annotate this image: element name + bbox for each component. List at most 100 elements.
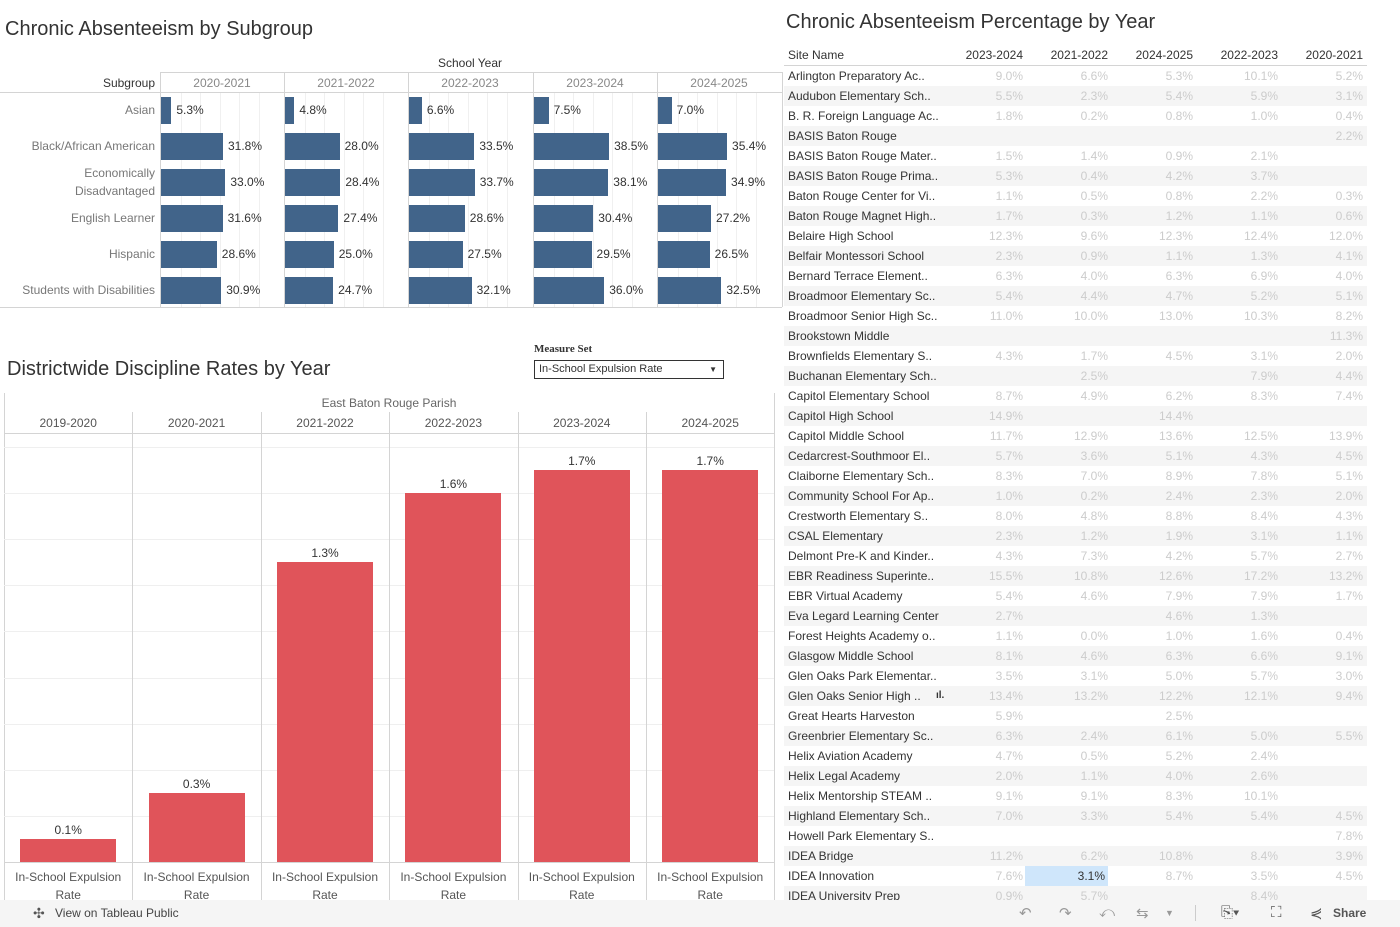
redo-icon[interactable]: ↷ xyxy=(1059,905,1072,922)
bar-value-label: 34.9% xyxy=(731,175,766,189)
value-cell: 13.2% xyxy=(1073,689,1108,703)
column-header[interactable]: 2020-2021 xyxy=(1305,48,1363,62)
table-row[interactable]: Eva Legard Learning Center 2.7% 4.6% 1.3% xyxy=(784,606,1367,626)
gridline xyxy=(631,93,633,307)
table-row[interactable]: Greenbrier Elementary Sc.. 6.3% 2.4% 6.1% 5.… xyxy=(784,726,1367,746)
column-divider xyxy=(646,412,647,900)
share-icon[interactable]: ⋞ xyxy=(1310,905,1323,922)
table-row[interactable]: Brownfields Elementary S.. 4.3% 1.7% 4.5% 3.… xyxy=(784,346,1367,366)
table-row[interactable]: Helix Legal Academy 2.0% 1.1% 4.0% 2.6% xyxy=(784,766,1367,786)
table-row[interactable]: Claiborne Elementary Sch.. 8.3% 7.0% 8.9% 7.… xyxy=(784,466,1367,486)
table-row[interactable]: Howell Park Elementary S.. 7.8% xyxy=(784,826,1367,846)
site-name: Audubon Elementary Sch.. xyxy=(788,89,931,103)
bar-chart-icon[interactable]: ıl. xyxy=(936,690,945,701)
table-row[interactable]: Broadmoor Senior High Sc.. 11.0% 10.0% 13.0… xyxy=(784,306,1367,326)
table-row[interactable]: Capitol Elementary School 8.7% 4.9% 6.2% 8.3… xyxy=(784,386,1367,406)
table-row[interactable]: Belaire High School 12.3% 9.6% 12.3% 12.4% 12… xyxy=(784,226,1367,246)
table-row[interactable]: Audubon Elementary Sch.. 5.5% 2.3% 5.4% 5.9%… xyxy=(784,86,1367,106)
column-header[interactable]: Site Name xyxy=(788,48,845,62)
column-header[interactable]: 2022-2023 xyxy=(1220,48,1278,62)
table-row[interactable]: EBR Virtual Academy 5.4% 4.6% 7.9% 7.9% 1.7% xyxy=(784,586,1367,606)
table-row[interactable]: B. R. Foreign Language Ac.. 1.8% 0.2% 0.8% 1… xyxy=(784,106,1367,126)
table-row[interactable]: Glen Oaks Senior High .. ıl. 13.4% 13.2% 12.… xyxy=(784,686,1367,706)
value-cell: 8.3% xyxy=(1250,389,1278,403)
table-row[interactable]: BASIS Baton Rouge Mater.. 1.5% 1.4% 0.9% 2.1… xyxy=(784,146,1367,166)
table-row[interactable]: IDEA Bridge 11.2% 6.2% 10.8% 8.4% 3.9% xyxy=(784,846,1367,866)
table-row[interactable]: Brookstown Middle 11.3% xyxy=(784,326,1367,346)
bar-value-label: 32.1% xyxy=(476,283,511,297)
revert-icon[interactable]: ⤺ xyxy=(1099,904,1116,921)
subgroup-label: Asian xyxy=(124,103,155,117)
table-row[interactable]: IDEA University Prep 0.9% 5.7% 8.4% xyxy=(784,886,1367,900)
bar-value-label: 28.4% xyxy=(345,175,380,189)
subgroup-bar xyxy=(534,241,592,268)
value-cell: 13.2% xyxy=(1328,569,1363,583)
value-cell: 11.2% xyxy=(989,849,1023,863)
value-cell: 1.0% xyxy=(995,489,1023,503)
subgroup-label: Economically Disadvantaged xyxy=(74,166,155,198)
subgroup-bar xyxy=(409,241,463,268)
site-name: Glasgow Middle School xyxy=(788,649,914,663)
year-header: 2019-2020 xyxy=(39,416,97,430)
table-row[interactable]: EBR Readiness Superinte.. 15.5% 10.8% 12.6%… xyxy=(784,566,1367,586)
gridline xyxy=(716,93,718,307)
table-row[interactable]: Glen Oaks Park Elementar.. 3.5% 3.1% 5.0% 5.… xyxy=(784,666,1367,686)
table-row[interactable]: Capitol Middle School 11.7% 12.9% 13.6% 12.5… xyxy=(784,426,1367,446)
value-cell: 12.1% xyxy=(1243,689,1278,703)
value-cell: 4.4% xyxy=(1080,289,1108,303)
bar-value-label: 26.5% xyxy=(714,247,749,261)
value-cell: 3.1% xyxy=(1025,866,1108,886)
column-header[interactable]: 2023-2024 xyxy=(965,48,1023,62)
value-cell: 1.5% xyxy=(995,149,1023,163)
table-row[interactable]: Belfair Montessori School 2.3% 0.9% 1.1% 1.3… xyxy=(784,246,1367,266)
table-row[interactable]: Buchanan Elementary Sch.. 2.5% 7.9% 4.4% xyxy=(784,366,1367,386)
table-row[interactable]: Helix Aviation Academy 4.7% 0.5% 5.2% 2.4% xyxy=(784,746,1367,766)
gridline xyxy=(258,93,260,307)
refresh-icon[interactable]: ⇆ xyxy=(1136,905,1149,922)
value-cell: 4.5% xyxy=(1335,809,1363,823)
table-row[interactable]: Capitol High School 14.9% 14.4% xyxy=(784,406,1367,426)
table-row[interactable]: Baton Rouge Magnet High.. 1.7% 0.3% 1.2% 1.1… xyxy=(784,206,1367,226)
table-row[interactable]: Crestworth Elementary S.. 8.0% 4.8% 8.8% 8.4… xyxy=(784,506,1367,526)
table-row[interactable]: Helix Mentorship STEAM .. 9.1% 9.1% 8.3% 10.… xyxy=(784,786,1367,806)
bar-value-label: 32.5% xyxy=(726,283,761,297)
value-cell: 7.0% xyxy=(1080,469,1108,483)
measure-set-dropdown[interactable]: In-School Expulsion Rate ▼ xyxy=(534,360,724,379)
undo-icon[interactable]: ↶ xyxy=(1019,905,1032,922)
table-row[interactable]: Forest Heights Academy o.. 1.1% 0.0% 1.0% 1.… xyxy=(784,626,1367,646)
table-row[interactable]: Community School For Ap.. 1.0% 0.2% 2.4% 2.3… xyxy=(784,486,1367,506)
table-row[interactable]: Broadmoor Elementary Sc.. 5.4% 4.4% 4.7% 5.2… xyxy=(784,286,1367,306)
year-header: 2023-2024 xyxy=(553,416,611,430)
table-row[interactable]: IDEA Innovation 7.6% 3.1% 8.7% 3.5% 4.5% xyxy=(784,866,1367,886)
bar-value-label: 31.8% xyxy=(228,139,263,153)
table-row[interactable]: Arlington Preparatory Ac.. 9.0% 6.6% 5.3% 10… xyxy=(784,66,1367,86)
bar-value-label: 27.4% xyxy=(343,211,378,225)
fullscreen-icon[interactable]: ⛶ xyxy=(1271,904,1282,921)
table-row[interactable]: CSAL Elementary 2.3% 1.2% 1.9% 3.1% 1.1% xyxy=(784,526,1367,546)
column-header[interactable]: 2021-2022 xyxy=(1050,48,1108,62)
table-row[interactable]: Delmont Pre-K and Kinder.. 4.3% 7.3% 4.2% 5.… xyxy=(784,546,1367,566)
value-cell: 12.5% xyxy=(1243,429,1278,443)
table-row[interactable]: Glasgow Middle School 8.1% 4.6% 6.3% 6.6% 9.1… xyxy=(784,646,1367,666)
table-title: Chronic Absenteeism Percentage by Year xyxy=(786,11,1156,33)
table-row[interactable]: BASIS Baton Rouge 2.2% xyxy=(784,126,1367,146)
table-row[interactable]: Baton Rouge Center for Vi.. 1.1% 0.5% 0.8% 2… xyxy=(784,186,1367,206)
gridline xyxy=(200,93,201,307)
view-on-tableau-public-link[interactable]: View on Tableau Public xyxy=(55,906,179,920)
value-cell: 4.0% xyxy=(1165,769,1193,783)
table-row[interactable]: Highland Elementary Sch.. 7.0% 3.3% 5.4% 5.4… xyxy=(784,806,1367,826)
year-header: 2020-2021 xyxy=(193,76,251,90)
share-button[interactable]: Share xyxy=(1333,906,1367,920)
table-row[interactable]: BASIS Baton Rouge Prima.. 5.3% 0.4% 4.2% 3.7… xyxy=(784,166,1367,186)
table-row[interactable]: Cedarcrest-Southmoor El.. 5.7% 3.6% 5.1% 4.3… xyxy=(784,446,1367,466)
table-row[interactable]: Great Hearts Harveston 5.9% 2.5% xyxy=(784,706,1367,726)
value-cell: 8.0% xyxy=(995,509,1023,523)
chevron-down-icon[interactable]: ▼ xyxy=(1165,908,1174,918)
value-cell: 12.9% xyxy=(1073,429,1108,443)
value-cell: 1.0% xyxy=(1250,109,1278,123)
download-icon[interactable]: ⎘▾ xyxy=(1221,904,1240,921)
value-cell: 6.3% xyxy=(1165,649,1193,663)
value-cell: 9.1% xyxy=(1080,789,1108,803)
table-row[interactable]: Bernard Terrace Element.. 6.3% 4.0% 6.3% 6.9… xyxy=(784,266,1367,286)
column-header[interactable]: 2024-2025 xyxy=(1135,48,1193,62)
